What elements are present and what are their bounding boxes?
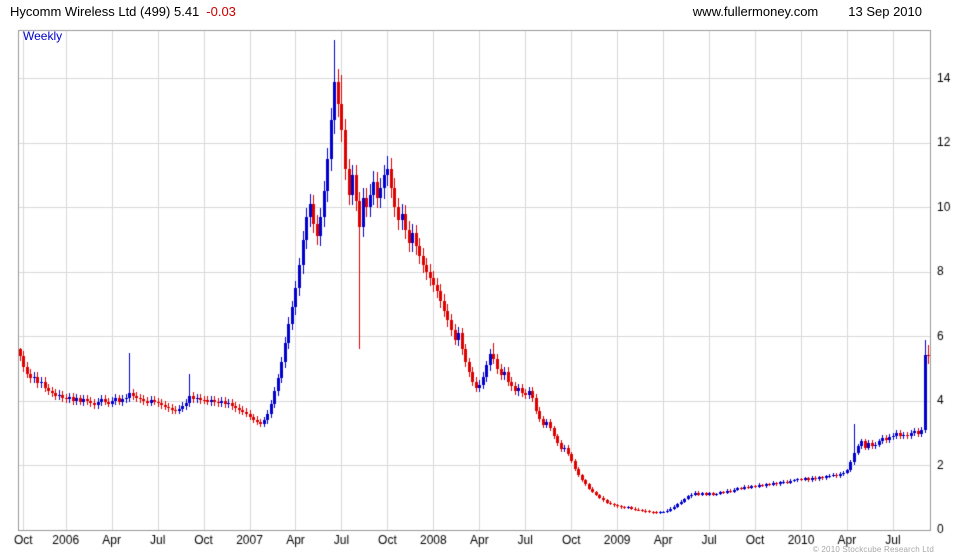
copyright-notice: © 2010 Stockcube Research Ltd (812, 545, 934, 554)
chart-header: Hycomm Wireless Ltd (499) 5.41 -0.03 www.… (0, 0, 980, 22)
chart-area: Weekly © 2010 Stockcube Research Ltd (0, 22, 980, 560)
header-meta: www.fullermoney.com 13 Sep 2010 (693, 4, 980, 19)
price-change: -0.03 (206, 3, 236, 19)
fullermoney-link[interactable]: www.fullermoney.com (692, 3, 819, 19)
instrument-title: Hycomm Wireless Ltd (499) 5.41 -0.03 (10, 4, 236, 19)
frequency-label: Weekly (23, 29, 63, 43)
instrument-name-price: Hycomm Wireless Ltd (499) 5.41 (10, 3, 200, 19)
price-chart-canvas (0, 22, 980, 560)
date-label: 13 Sep 2010 (848, 3, 922, 19)
